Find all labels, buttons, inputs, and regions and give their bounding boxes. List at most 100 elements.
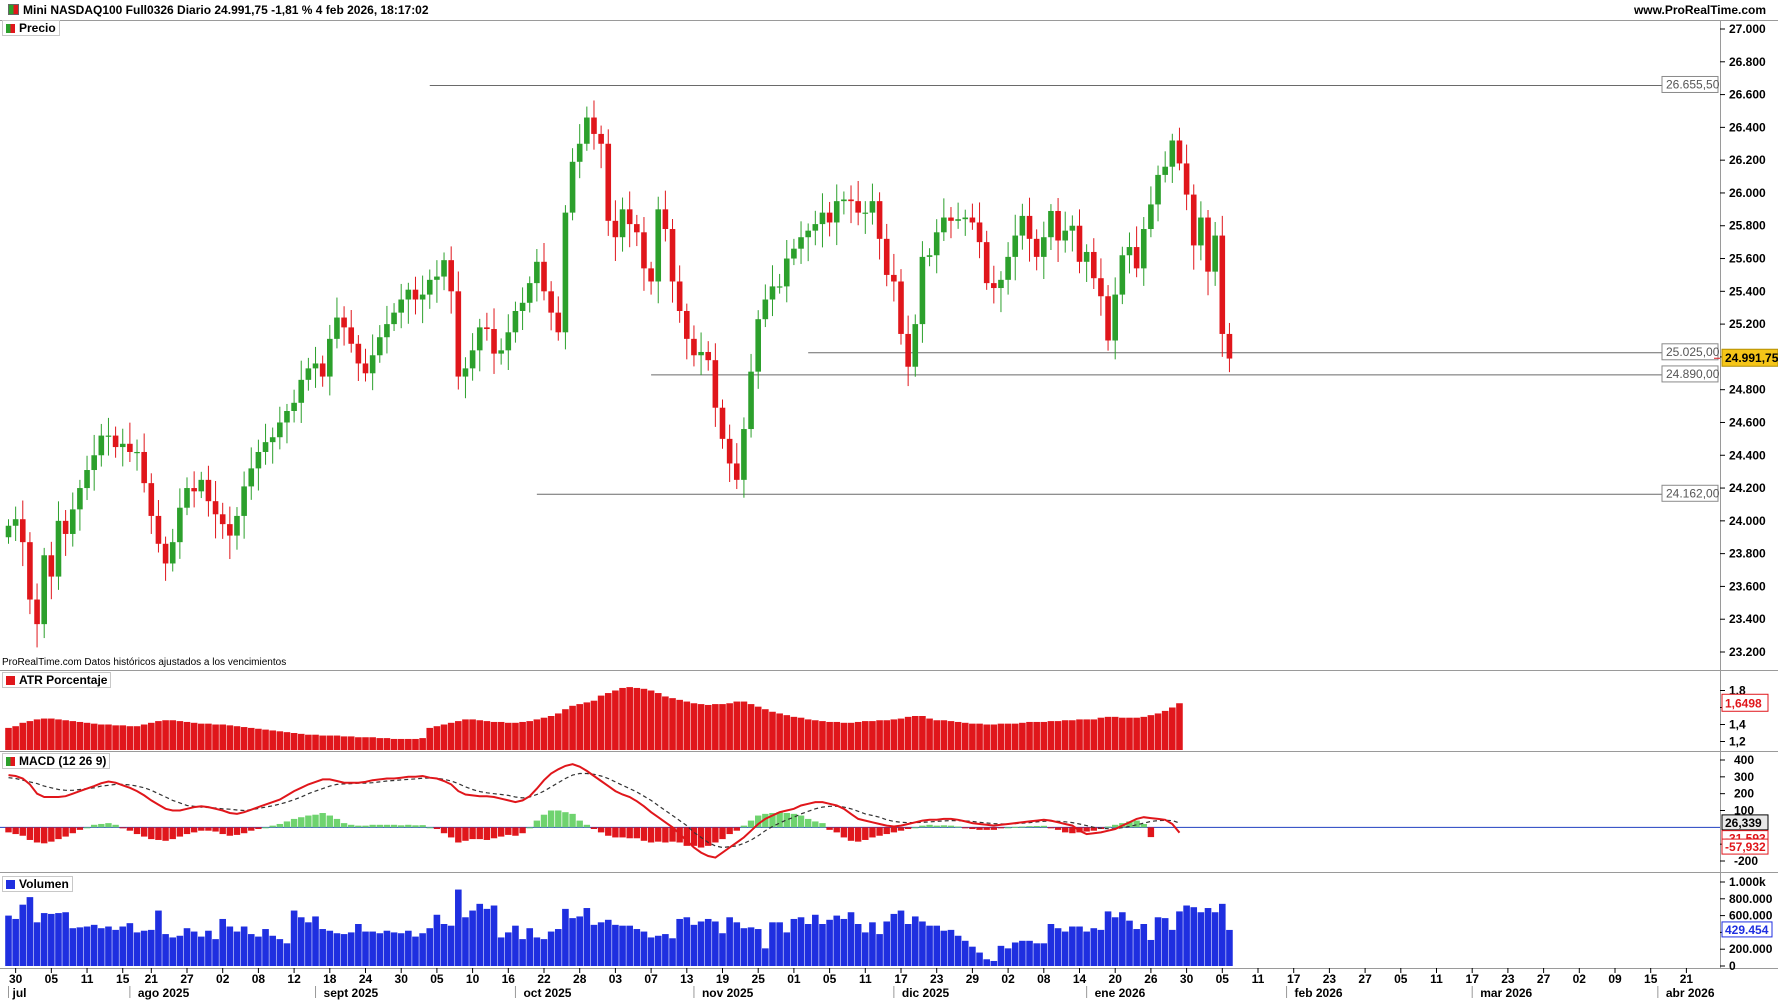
macd-histogram-bar [840, 827, 848, 838]
x-tick-label: 05 [430, 972, 444, 986]
candle-body [1005, 256, 1011, 280]
macd-histogram-bar [626, 827, 633, 839]
volume-bar [569, 918, 576, 966]
month-label: ago 2025 [138, 986, 190, 1000]
current-price-label: 24.991,75 [1725, 351, 1778, 365]
candle-body [755, 319, 761, 372]
macd-histogram-bar [33, 827, 41, 843]
atr-bar [1097, 717, 1105, 750]
x-tick-label: 27 [180, 972, 194, 986]
volume-bar [1011, 942, 1019, 966]
candle-body [84, 470, 90, 489]
candle-body [769, 286, 776, 300]
candle-body [719, 407, 726, 439]
candle-body [998, 279, 1004, 289]
candle-body [384, 324, 390, 338]
candle-body [848, 199, 854, 202]
atr-bar [212, 724, 219, 750]
macd-histogram-bar [633, 827, 641, 839]
candle-body [584, 117, 590, 144]
atr-bar [583, 702, 591, 750]
volume-bar [590, 924, 598, 966]
volume-bar [911, 916, 919, 966]
volume-bar [383, 930, 391, 966]
atr-bar [847, 722, 855, 750]
candle-body [798, 237, 804, 249]
candle-body [1048, 210, 1054, 238]
price-tick-label: 23.600 [1729, 579, 1766, 593]
atr-bar [604, 693, 612, 750]
atr-bar [990, 724, 998, 750]
macd-histogram-bar [854, 827, 862, 842]
volume-bar [433, 914, 441, 966]
candle-body [841, 199, 847, 202]
macd-panel-tag[interactable]: MACD (12 26 9) [2, 753, 111, 769]
volume-bar [1197, 912, 1205, 966]
x-tick-label: 17 [1466, 972, 1480, 986]
macd-histogram-bar [26, 827, 34, 840]
atr-bar [33, 719, 41, 750]
volume-panel-tag[interactable]: Volumen [2, 876, 73, 892]
macd-histogram-bar [447, 827, 455, 838]
macd-histogram-bar [319, 813, 326, 828]
candle-body [434, 276, 440, 280]
volume-bar [1161, 918, 1169, 966]
atr-tick-label: 1,4 [1729, 718, 1746, 732]
volume-bar [305, 922, 312, 966]
atr-bar [897, 718, 905, 750]
volume-bar [726, 917, 733, 966]
macd-histogram-bar [747, 820, 755, 828]
volume-bar [783, 932, 791, 966]
volume-bar [312, 916, 319, 966]
macd-histogram-bar [105, 823, 112, 828]
candle-body [648, 268, 654, 282]
volume-bar [533, 937, 541, 966]
macd-histogram-bar [219, 827, 226, 835]
atr-bar [762, 709, 769, 750]
volume-bar [633, 929, 641, 966]
candle-body [305, 368, 312, 380]
x-tick-label: 01 [787, 972, 801, 986]
candle-body [277, 422, 283, 438]
atr-bar [911, 716, 919, 750]
volume-bar [183, 928, 191, 966]
candle-body [1069, 225, 1076, 231]
atr-bar [854, 721, 862, 750]
macd-histogram-bar [576, 820, 583, 828]
candle-body [405, 289, 412, 300]
price-panel-tag[interactable]: Precio [2, 20, 60, 36]
volume-tick-label: 200.000 [1729, 942, 1773, 956]
candle-body [484, 327, 490, 330]
atr-bar [119, 725, 127, 750]
price-tick-label: 24.800 [1729, 383, 1766, 397]
volume-bar [690, 924, 698, 966]
volume-bar [969, 946, 976, 966]
macd-histogram-bar [19, 827, 26, 836]
volume-bar [83, 926, 91, 966]
x-tick-label: 23 [930, 972, 944, 986]
atr-bar [976, 723, 983, 750]
volume-bar [119, 926, 127, 966]
brand-link[interactable]: www.ProRealTime.com [1633, 3, 1766, 17]
candle-body [569, 161, 576, 213]
atr-bar [297, 733, 305, 750]
atr-panel-tag[interactable]: ATR Porcentaje [2, 672, 112, 688]
candle-body [712, 360, 719, 408]
macd-histogram-bar [155, 827, 162, 840]
volume-bar [1219, 903, 1226, 966]
x-tick-label: 05 [1216, 972, 1230, 986]
volume-bar [833, 915, 841, 966]
macd-panel-label: MACD (12 26 9) [19, 754, 107, 768]
volume-bar [940, 930, 948, 966]
month-label: sept 2025 [324, 986, 379, 1000]
atr-last-box [1721, 693, 1769, 712]
candle-body [684, 310, 690, 339]
volume-bar [1183, 905, 1190, 966]
candle-body [912, 324, 919, 367]
volume-bar [747, 927, 755, 966]
volume-bar [790, 918, 798, 966]
candle-body [1041, 237, 1047, 257]
atr-color-icon [6, 676, 15, 685]
level-label: 25.025,00 [1666, 345, 1720, 359]
